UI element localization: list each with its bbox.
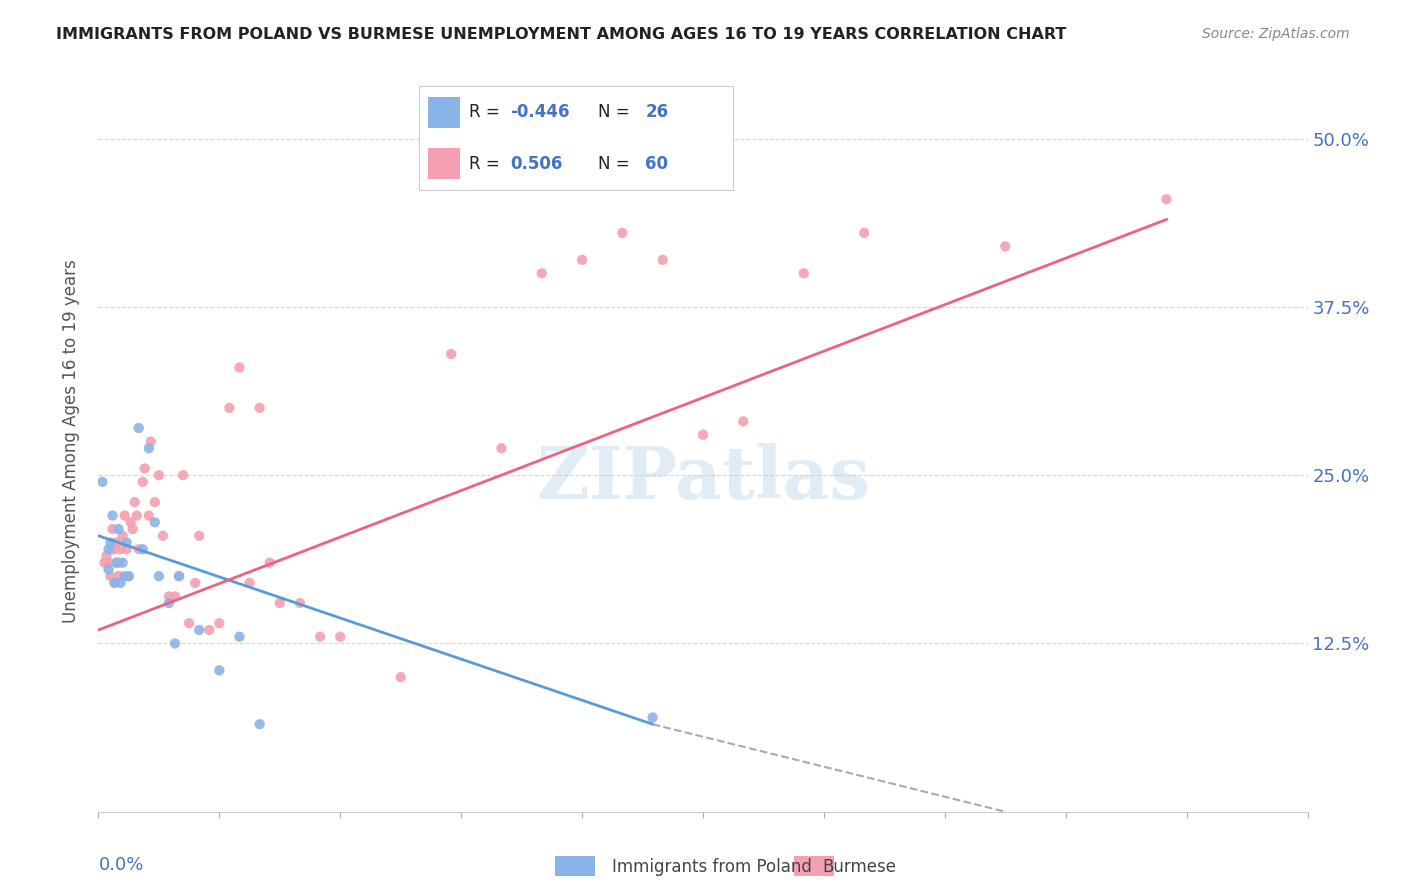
Point bbox=[651, 252, 673, 267]
Point bbox=[571, 252, 593, 267]
Point bbox=[105, 556, 128, 570]
Point bbox=[114, 508, 136, 523]
Point bbox=[249, 717, 271, 731]
Point bbox=[132, 475, 155, 489]
Point bbox=[101, 522, 124, 536]
Point bbox=[208, 664, 231, 678]
Point bbox=[167, 569, 190, 583]
Point bbox=[228, 630, 250, 644]
Point bbox=[143, 516, 166, 530]
Point bbox=[1156, 192, 1178, 206]
Point bbox=[329, 630, 352, 644]
Point bbox=[288, 596, 311, 610]
Text: IMMIGRANTS FROM POLAND VS BURMESE UNEMPLOYMENT AMONG AGES 16 TO 19 YEARS CORRELA: IMMIGRANTS FROM POLAND VS BURMESE UNEMPL… bbox=[56, 27, 1067, 42]
Point bbox=[118, 569, 141, 583]
Text: Immigrants from Poland: Immigrants from Poland bbox=[612, 858, 811, 876]
Point bbox=[128, 542, 150, 557]
Point bbox=[793, 266, 815, 280]
Text: ZIPatlas: ZIPatlas bbox=[536, 443, 870, 514]
Point bbox=[128, 421, 150, 435]
Point bbox=[269, 596, 291, 610]
Point bbox=[198, 623, 221, 637]
Point bbox=[208, 616, 231, 631]
Point bbox=[132, 542, 155, 557]
Point bbox=[97, 542, 120, 557]
Point bbox=[103, 575, 125, 590]
Point bbox=[125, 508, 148, 523]
Point bbox=[172, 468, 194, 483]
Point bbox=[121, 522, 143, 536]
Point bbox=[152, 529, 174, 543]
Point bbox=[96, 549, 118, 563]
Point bbox=[107, 522, 129, 536]
Point bbox=[853, 226, 876, 240]
Point bbox=[163, 636, 186, 650]
Point bbox=[101, 508, 124, 523]
Point bbox=[733, 414, 755, 428]
Point bbox=[91, 475, 114, 489]
Point bbox=[440, 347, 463, 361]
Point bbox=[97, 562, 120, 576]
Y-axis label: Unemployment Among Ages 16 to 19 years: Unemployment Among Ages 16 to 19 years bbox=[62, 260, 80, 624]
Point bbox=[107, 556, 129, 570]
Point bbox=[167, 569, 190, 583]
Point bbox=[249, 401, 271, 415]
Point bbox=[100, 569, 122, 583]
Point bbox=[139, 434, 162, 449]
Point bbox=[111, 529, 134, 543]
Point bbox=[491, 442, 513, 456]
Point bbox=[110, 542, 132, 557]
Point bbox=[179, 616, 201, 631]
Point bbox=[530, 266, 553, 280]
Point bbox=[111, 556, 134, 570]
Text: Burmese: Burmese bbox=[823, 858, 897, 876]
Point bbox=[259, 556, 281, 570]
Point bbox=[134, 461, 156, 475]
Point bbox=[138, 508, 160, 523]
Point bbox=[120, 516, 142, 530]
Point bbox=[148, 468, 170, 483]
Point bbox=[994, 239, 1017, 253]
Point bbox=[228, 360, 250, 375]
Point bbox=[114, 569, 136, 583]
Point bbox=[641, 710, 664, 724]
Point bbox=[612, 226, 634, 240]
Point bbox=[188, 529, 211, 543]
Point bbox=[97, 556, 120, 570]
Point bbox=[218, 401, 240, 415]
Point bbox=[101, 542, 124, 557]
Point bbox=[115, 542, 138, 557]
Point bbox=[309, 630, 332, 644]
Text: 0.0%: 0.0% bbox=[98, 856, 143, 874]
Point bbox=[107, 569, 129, 583]
Point bbox=[157, 596, 180, 610]
Point bbox=[138, 442, 160, 456]
Point bbox=[105, 535, 128, 549]
Text: Source: ZipAtlas.com: Source: ZipAtlas.com bbox=[1202, 27, 1350, 41]
Point bbox=[118, 569, 141, 583]
Point bbox=[188, 623, 211, 637]
Point bbox=[124, 495, 146, 509]
Point bbox=[239, 575, 262, 590]
Point bbox=[163, 590, 186, 604]
Point bbox=[93, 556, 115, 570]
Point bbox=[389, 670, 412, 684]
Point bbox=[100, 535, 122, 549]
Point bbox=[143, 495, 166, 509]
Point bbox=[103, 575, 125, 590]
Point bbox=[103, 542, 125, 557]
Point bbox=[148, 569, 170, 583]
Point bbox=[110, 575, 132, 590]
Point bbox=[184, 575, 207, 590]
Point bbox=[105, 556, 128, 570]
Point bbox=[115, 535, 138, 549]
Point bbox=[157, 590, 180, 604]
Point bbox=[692, 427, 714, 442]
